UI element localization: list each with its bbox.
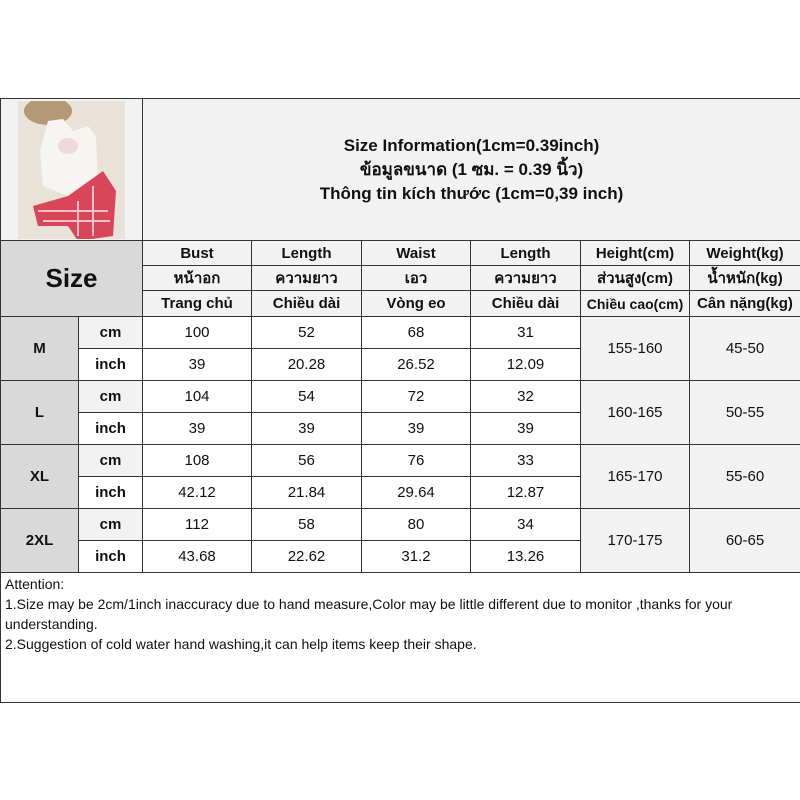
unit-label: inch [78, 476, 143, 509]
column-header-th: ความยาว [470, 265, 581, 291]
measurement-cell: 104 [142, 380, 252, 413]
weight-range: 55-60 [688, 444, 800, 509]
measurement-cell: 58 [251, 508, 362, 541]
size-row-cm: 2XL cm 112 58 80 34 170-175 60-65 [0, 508, 800, 573]
column-header-en: Height(cm) [580, 240, 690, 266]
height-range: 165-170 [580, 444, 690, 509]
column-header-en: Length [251, 240, 362, 266]
column-header-th: ส่วนสูง(cm) [580, 265, 690, 291]
height-range: 155-160 [580, 316, 690, 381]
unit-label: cm [78, 508, 143, 541]
size-chart-table: Size Information(1cm=0.39inch) ข้อมูลขนา… [0, 98, 800, 703]
measurement-cell: 33 [470, 444, 581, 477]
unit-label: cm [78, 316, 143, 349]
measurement-cell: 34 [470, 508, 581, 541]
column-header-vi: Chiều dài [251, 290, 362, 317]
measurement-cell: 32 [470, 380, 581, 413]
column-header-th: ความยาว [251, 265, 362, 291]
height-range: 170-175 [580, 508, 690, 573]
measurement-cell: 112 [142, 508, 252, 541]
size-label: L [0, 380, 79, 445]
unit-label: cm [78, 380, 143, 413]
unit-label: inch [78, 348, 143, 381]
attention-notes: Attention: 1.Size may be 2cm/1inch inacc… [0, 572, 800, 703]
unit-label: inch [78, 540, 143, 573]
size-information-title: Size Information(1cm=0.39inch) ข้อมูลขนา… [141, 98, 800, 241]
measurement-cell: 12.87 [470, 476, 581, 509]
measurement-cell: 39 [470, 412, 581, 445]
column-header-vi: Chiều cao(cm) [580, 290, 690, 317]
measurement-cell: 42.12 [142, 476, 252, 509]
measurement-cell: 52 [251, 316, 362, 349]
attention-heading: Attention: [5, 576, 65, 592]
unit-label: inch [78, 412, 143, 445]
measurement-cell: 31.2 [361, 540, 471, 573]
size-row-cm: XL cm 108 56 76 33 165-170 55-60 [0, 444, 800, 509]
column-header-en: Bust [142, 240, 252, 266]
measurement-cell: 22.62 [251, 540, 362, 573]
title-english: Size Information(1cm=0.39inch) [343, 135, 600, 155]
size-row-inch: inch 39 20.28 26.52 12.09 [1, 348, 800, 381]
size-row-inch: inch 39 39 39 39 [1, 412, 800, 445]
weight-range: 45-50 [688, 316, 800, 381]
size-label: M [0, 316, 79, 381]
measurement-cell: 39 [142, 348, 252, 381]
measurement-cell: 39 [251, 412, 362, 445]
product-photo-cell [0, 98, 143, 241]
column-header-vi: Cân nặng(kg) [688, 290, 800, 317]
title-vietnamese: Thông tin kích thước (1cm=0,39 inch) [319, 183, 624, 203]
measurement-cell: 100 [142, 316, 252, 349]
column-header-vi: Vòng eo [361, 290, 471, 317]
measurement-cell: 13.26 [470, 540, 581, 573]
size-header: Size [0, 240, 143, 317]
measurement-cell: 20.28 [251, 348, 362, 381]
column-header-vi: Trang chủ [142, 290, 252, 317]
measurement-cell: 54 [251, 380, 362, 413]
measurement-cell: 76 [361, 444, 471, 477]
measurement-cell: 12.09 [470, 348, 581, 381]
measurement-cell: 21.84 [251, 476, 362, 509]
measurement-cell: 72 [361, 380, 471, 413]
measurement-cell: 26.52 [361, 348, 471, 381]
column-header-en: Waist [361, 240, 471, 266]
measurement-cell: 39 [142, 412, 252, 445]
attention-note: 1.Size may be 2cm/1inch inaccuracy due t… [5, 596, 733, 632]
measurement-cell: 80 [361, 508, 471, 541]
measurement-cell: 108 [142, 444, 252, 477]
column-header-en: Weight(kg) [688, 240, 800, 266]
size-label: XL [0, 444, 79, 509]
column-header-vi: Chiều dài [470, 290, 581, 317]
measurement-cell: 39 [361, 412, 471, 445]
column-header-th: หน้าอก [142, 265, 252, 291]
product-photo [18, 100, 125, 239]
weight-range: 50-55 [688, 380, 800, 445]
column-header-th: เอว [361, 265, 471, 291]
measurement-cell: 31 [470, 316, 581, 349]
unit-label: cm [78, 444, 143, 477]
attention-note: 2.Suggestion of cold water hand washing,… [5, 636, 477, 652]
column-header-th: น้ำหนัก(kg) [688, 265, 800, 291]
size-label: 2XL [0, 508, 79, 573]
title-thai: ข้อมูลขนาด (1 ซม. = 0.39 นิ้ว) [359, 159, 584, 179]
weight-range: 60-65 [688, 508, 800, 573]
measurement-cell: 56 [251, 444, 362, 477]
height-range: 160-165 [580, 380, 690, 445]
measurement-cell: 43.68 [142, 540, 252, 573]
measurement-cell: 68 [361, 316, 471, 349]
column-header-en: Length [470, 240, 581, 266]
measurement-cell: 29.64 [361, 476, 471, 509]
